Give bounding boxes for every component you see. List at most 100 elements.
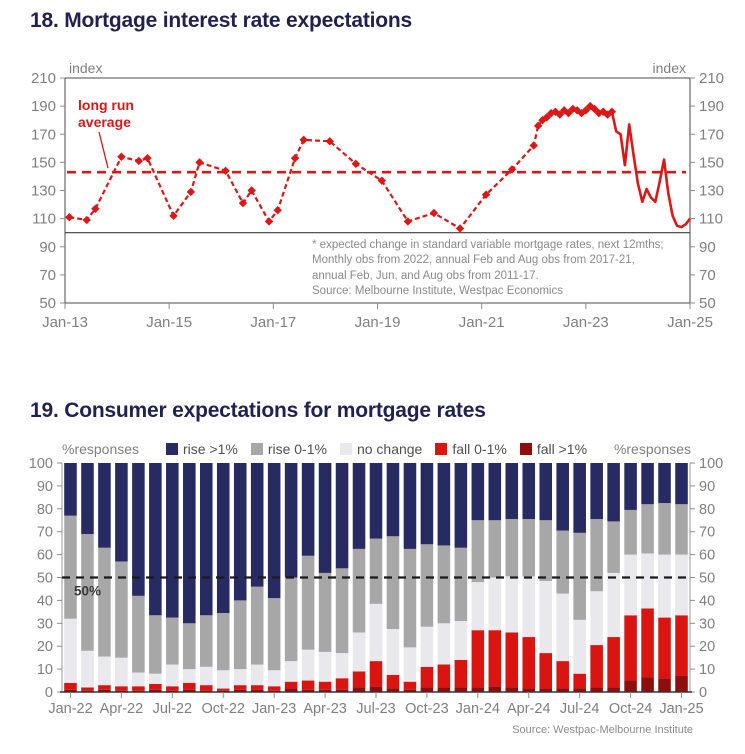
bar-segment [352,632,366,672]
data-point-marker [134,156,143,166]
bar-segment [590,645,603,688]
bar-segment [318,572,332,652]
bar-segment [64,682,77,690]
bar-segment [149,689,162,692]
legend-item-label: fall 0-1% [452,441,507,457]
data-point-marker [117,152,126,161]
y-axis-unit-left: index [69,60,102,76]
data-point-marker [590,104,599,114]
legend-item: fall 0-1% [435,441,507,457]
bar-segment [318,689,332,692]
y-tick-label-right: 20 [699,639,715,655]
bar-segment [471,630,485,688]
bar-segment [454,547,468,622]
bar-segment [335,568,349,654]
y-tick-label-left: 20 [37,639,53,655]
bar-segment [301,555,315,650]
bar-segment [216,670,230,689]
bar-segment [335,653,349,679]
y-tick-label-left: 150 [31,154,56,171]
bar-segment [335,463,349,569]
bar-segment [233,463,247,601]
y-tick-label-right: 110 [699,211,723,228]
bar-segment [454,463,468,548]
legend-item-label: rise >1% [182,441,238,457]
y-tick-label-right: 130 [699,183,724,200]
bar-segment [471,520,485,583]
data-point-marker [169,211,178,221]
x-tick-label: Jan-25 [659,701,703,717]
bar-segment [505,576,519,633]
bar-segment [81,533,94,651]
bar-segment [183,682,196,690]
bar-segment [420,626,434,667]
y-tick-label-right: 150 [699,154,724,171]
legend: rise >1% rise 0-1% no change fall 0-1% fall … [165,441,587,457]
chart-19-title: 19. Consumer expectations for mortgage r… [30,399,486,422]
bar-segment [352,463,366,549]
x-tick-label: Jan-24 [456,701,500,717]
bar-segment [301,680,315,690]
bar-segment [420,666,434,688]
data-point-marker [247,186,256,195]
bar-segment [81,687,94,691]
bar-segment [250,689,264,692]
bar-segment [522,688,536,692]
y-tick-label-right: 0 [699,685,707,701]
y-tick-label-left: 70 [39,267,56,284]
consumer-expectations-bar-chart: 0 0 10 10 20 20 30 30 40 40 50 50 60 60 70 70 80 80 90 90 10… [29,456,723,717]
chart-18-footnote: * expected change in standard variable m… [312,238,678,300]
y-tick-label-left: 50 [37,571,53,587]
data-point-marker [143,153,152,163]
bar-segment [590,591,603,646]
bar-segment [607,637,620,688]
footnote-line: Monthly obs from 2022, annual Feb and Au… [312,254,635,267]
bar-segment [132,686,145,691]
data-point-marker [585,101,595,111]
bar-segment [267,670,281,687]
expectations-line-dashed [69,105,613,230]
legend-swatch-icon [435,443,448,455]
data-point-marker [481,190,491,199]
y-tick-label-left: 80 [37,502,53,518]
bar-segment [403,548,417,648]
bar-segment [539,688,553,692]
bar-segment [624,615,637,681]
bar-segment [539,520,553,581]
bar-segment [437,545,451,624]
y-tick-label-left: 130 [31,183,56,200]
data-point-marker [546,108,556,118]
bar-segment [352,548,366,633]
legend-item: no change [339,441,422,457]
data-point-marker [555,110,564,119]
y-tick-label-left: 60 [37,548,53,564]
bar-segment [658,503,671,555]
x-tick-label: Jan-22 [48,701,92,717]
bar-segment [624,554,637,616]
y-tick-label-left: 110 [32,211,56,228]
bar-segment [386,536,400,630]
y-tick-label-left: 0 [45,685,53,701]
x-tick-label: Jan-23 [252,701,296,717]
data-point-marker [455,224,465,233]
bar-segment [233,689,247,692]
y-tick-label-right: 100 [699,456,723,472]
legend-item-label: rise 0-1% [267,441,327,457]
chart-19-source: Source: Westpac-Melbourne Institute [512,724,693,736]
bar-segment [149,615,162,674]
bar-segment [522,463,536,520]
bar-segment [607,572,620,638]
bar-segment [403,689,417,692]
bar-segment [98,656,111,686]
bar-segment [556,530,569,594]
data-point-marker [581,106,591,115]
bar-segment [488,577,502,631]
bar-segment [284,661,298,682]
y-tick-label-left: 100 [29,456,53,472]
bar-segment [556,688,569,692]
bar-segment [250,586,264,665]
x-tick-label: Jul-24 [560,701,600,717]
y-tick-label-right: 30 [699,616,715,632]
bar-segment [267,463,281,599]
